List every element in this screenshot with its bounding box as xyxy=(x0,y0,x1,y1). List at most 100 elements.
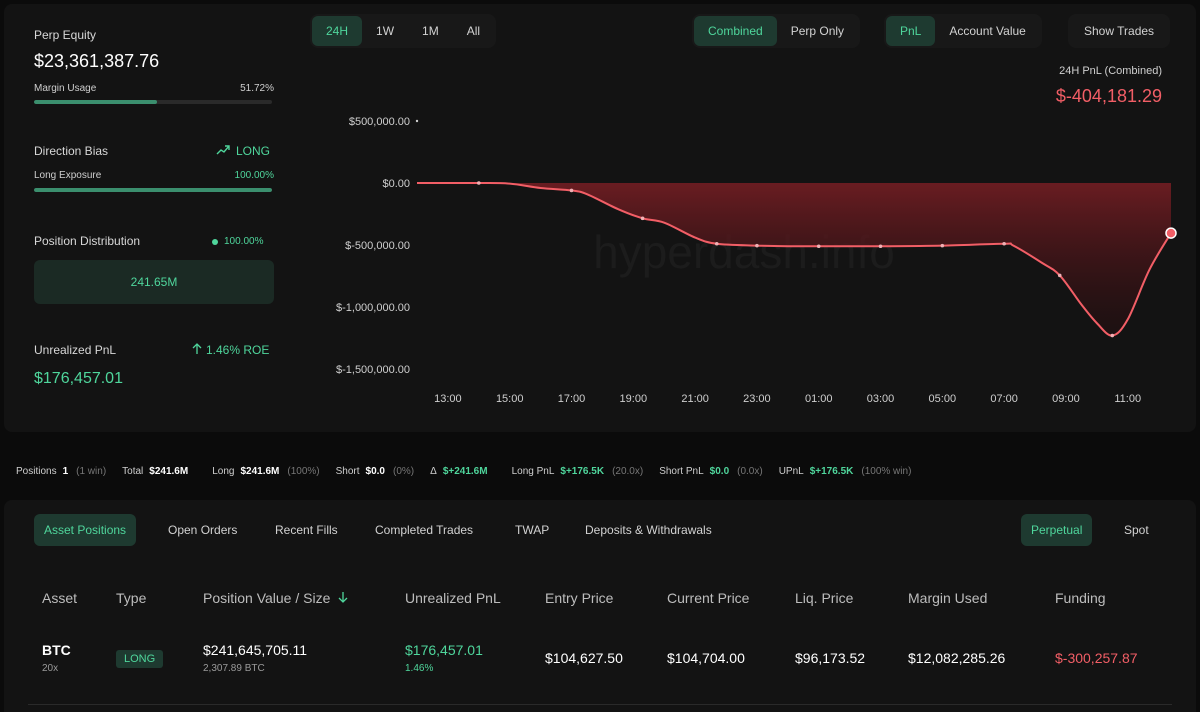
asset-name: BTC xyxy=(42,642,71,658)
header-funding[interactable]: Funding xyxy=(1055,590,1106,606)
top-panel: Perp Equity $23,361,387.76 Margin Usage … xyxy=(4,4,1196,432)
pnl-point xyxy=(940,243,945,248)
y-tick-label: $-500,000.00 xyxy=(345,240,410,252)
liq-price: $96,173.52 xyxy=(795,650,866,666)
summary-value: $+241.6M xyxy=(442,466,488,477)
long-exposure-value: 100.00% xyxy=(234,170,274,181)
time-range-1m[interactable]: 1M xyxy=(422,24,439,38)
header-entry-price[interactable]: Entry Price xyxy=(545,590,614,606)
pnl-point xyxy=(878,244,883,249)
summary-value: $0.0 xyxy=(709,466,730,477)
x-tick-label: 15:00 xyxy=(496,393,524,405)
unrealized-pnl-value: $176,457.01 xyxy=(34,370,123,387)
header-liq-price[interactable]: Liq. Price xyxy=(795,590,854,606)
x-tick-label: 11:00 xyxy=(1114,393,1141,405)
time-range-24h[interactable]: 24H xyxy=(312,16,363,46)
sort-down-icon xyxy=(338,592,348,603)
x-tick-label: 13:00 xyxy=(434,393,462,405)
pnl-point xyxy=(569,188,574,193)
x-tick-label: 17:00 xyxy=(558,393,586,405)
header-position-value[interactable]: Position Value / Size xyxy=(203,590,348,606)
header-asset[interactable]: Asset xyxy=(42,590,78,606)
x-tick-label: 19:00 xyxy=(620,393,648,405)
perp-equity-value: $23,361,387.76 xyxy=(34,51,160,71)
long-exposure-bar xyxy=(34,188,272,192)
x-tick-label: 01:00 xyxy=(805,393,833,405)
x-axis: 13:00 15:00 17:00 19:00 21:00 23:00 01:00 03:00… xyxy=(434,393,1141,405)
trend-up-icon xyxy=(216,145,230,155)
summary-value: 1 xyxy=(62,466,69,477)
header-type[interactable]: Type xyxy=(116,590,147,606)
summary-key: Δ xyxy=(430,466,437,477)
tab-deposits-withdrawals[interactable]: Deposits & Withdrawals xyxy=(585,523,712,537)
current-point-marker[interactable] xyxy=(1165,227,1177,239)
x-tick-label: 05:00 xyxy=(929,393,957,405)
axis-dot xyxy=(415,119,419,123)
time-range-all[interactable]: All xyxy=(466,24,481,38)
tab-open-orders[interactable]: Open Orders xyxy=(168,523,238,537)
asset-leverage: 20x xyxy=(42,663,59,674)
margin-usage-label: Margin Usage xyxy=(34,83,97,94)
long-exposure-fill xyxy=(34,188,272,192)
margin-usage-fill xyxy=(34,100,158,104)
time-range-1w[interactable]: 1W xyxy=(376,24,395,38)
header-current-price[interactable]: Current Price xyxy=(667,590,750,606)
metric-selector: PnL Account Value xyxy=(884,14,1042,48)
header-unrealized-pnl[interactable]: Unrealized PnL xyxy=(405,590,501,606)
chart-current-value: $-404,181.29 xyxy=(1056,86,1162,106)
long-exposure-label: Long Exposure xyxy=(34,170,102,181)
summary-paren: (100% win) xyxy=(861,466,912,477)
direction-bias: LONG xyxy=(216,144,270,158)
position-distribution-value: 100.00% xyxy=(224,236,264,247)
type-badge: LONG xyxy=(116,650,164,668)
tab-recent-fills[interactable]: Recent Fills xyxy=(275,523,338,537)
tab-twap[interactable]: TWAP xyxy=(515,523,550,537)
mode-selector: Combined Perp Only xyxy=(692,14,861,48)
mode-perp-only[interactable]: Perp Only xyxy=(790,24,845,38)
summary-paren: (0%) xyxy=(393,466,415,477)
x-tick-label: 09:00 xyxy=(1052,393,1080,405)
tab-perpetual[interactable]: Perpetual xyxy=(1021,514,1093,546)
tab-spot[interactable]: Spot xyxy=(1124,523,1149,537)
roe-value: 1.46% ROE xyxy=(206,343,270,357)
summary-value: $0.0 xyxy=(365,466,385,477)
pnl-markers xyxy=(477,181,1177,338)
pnl-area xyxy=(417,182,1171,336)
y-tick-label: $-1,500,000.00 xyxy=(336,364,410,376)
y-tick-label: $0.00 xyxy=(382,178,410,190)
pnl-point xyxy=(816,244,821,249)
header-margin-used[interactable]: Margin Used xyxy=(908,590,988,606)
summary-key: Long xyxy=(212,466,235,477)
summary-key: Positions xyxy=(16,466,57,477)
summary-value: $+176.5K xyxy=(809,466,854,477)
metric-account-value[interactable]: Account Value xyxy=(949,24,1026,38)
show-trades-button[interactable]: Show Trades xyxy=(1084,24,1155,38)
perp-equity-label: Perp Equity xyxy=(34,28,97,42)
tab-completed-trades[interactable]: Completed Trades xyxy=(375,523,474,537)
summary-key: Short xyxy=(335,466,360,477)
summary-key: UPnL xyxy=(778,466,804,477)
tab-asset-positions[interactable]: Asset Positions xyxy=(34,514,137,546)
summary-paren: (20.0x) xyxy=(612,466,644,477)
margin-usage-bar xyxy=(34,100,272,104)
arrow-up-icon xyxy=(192,343,202,354)
pnl-point xyxy=(640,216,645,221)
position-value: $241,645,705.11 xyxy=(203,642,308,658)
mode-combined[interactable]: Combined xyxy=(694,16,777,46)
pnl-point xyxy=(1110,333,1115,338)
margin-used: $12,082,285.26 xyxy=(908,650,1006,666)
unrealized-pnl-label: Unrealized PnL xyxy=(34,343,117,357)
metric-pnl[interactable]: PnL xyxy=(886,16,936,46)
pnl-chart: hyperdash.info 24H PnL (Combined) $-404,… xyxy=(336,65,1177,405)
summary-value: $241.6M xyxy=(149,466,189,477)
y-axis: $500,000.00 $0.00 $-500,000.00 $-1,000,000.… xyxy=(336,116,419,376)
position-distribution-label: Position Distribution xyxy=(34,234,141,248)
x-tick-label: 03:00 xyxy=(867,393,895,405)
distribution-bar[interactable]: 241.65M xyxy=(34,260,274,304)
summary-key: Total xyxy=(122,466,144,477)
direction-bias-label: Direction Bias xyxy=(34,144,109,158)
time-range-selector: 24H 1W 1M All xyxy=(310,14,497,48)
summary-paren: (0.0x) xyxy=(737,466,763,477)
dot-icon xyxy=(212,238,218,245)
show-trades-group: Show Trades xyxy=(1068,14,1171,48)
